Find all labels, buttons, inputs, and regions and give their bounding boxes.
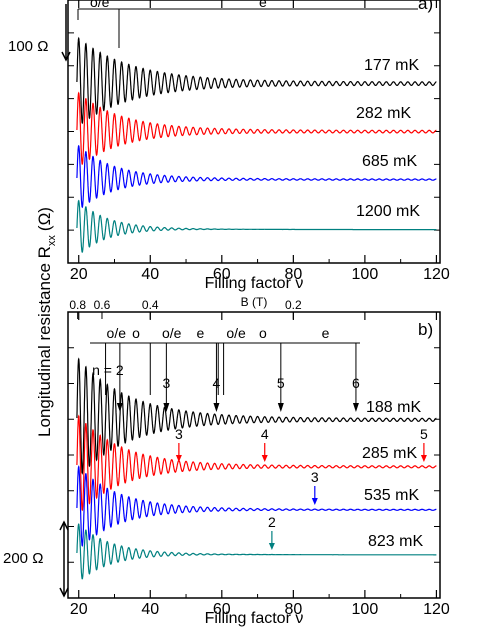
panel-b-xtick-label: 80 — [284, 601, 302, 618]
panel-a-series-label: 1200 mK — [356, 203, 420, 220]
panel-b-top-axis-label: B (T) — [241, 295, 268, 309]
panel-a-xtick-label: 120 — [423, 266, 450, 283]
panel-b-n-arrow-head — [116, 403, 123, 412]
panel-a-xtick-label: 40 — [141, 266, 159, 283]
panel-b-parity-label: o/e — [162, 325, 182, 341]
panel-b-top-tick-label: 0.2 — [285, 298, 302, 312]
panel-b-n-arrow-head — [163, 403, 170, 412]
panel-b-series-label: 188 mK — [366, 399, 421, 416]
panel-a-label: a) — [418, 0, 433, 13]
panel-a-x-ticks: 20 40 60 80 100 120 — [70, 0, 450, 283]
panel-b-xlabel: Filling factor ν — [205, 610, 304, 627]
panel-a-parity-e: e — [259, 0, 267, 10]
panel-a-parity-oe: o/e — [90, 0, 110, 10]
panel-b-xtick-label: 100 — [352, 601, 379, 618]
panel-b-colored-n-label: 2 — [268, 514, 276, 530]
panel-b-parity-label: o/e — [107, 325, 127, 341]
panel-b-series-label: 285 mK — [362, 445, 417, 462]
panel-b-series-2 — [76, 465, 437, 547]
panel-b-top-ticks: 0.8 0.6 0.4 0.2 — [69, 298, 302, 319]
panel-b-colored-n-label: 5 — [420, 426, 428, 442]
panel-b-series-0 — [76, 357, 437, 475]
panel-a-curves — [76, 36, 437, 253]
panel-b-parity-label: o/e — [226, 325, 246, 341]
panel-a-series-label: 177 mK — [364, 57, 419, 74]
panel-a-xtick-label: 60 — [213, 266, 231, 283]
panel-b-parity-label: o — [132, 325, 140, 341]
panel-b-xtick-label: 60 — [213, 601, 231, 618]
panel-b-top-tick-label: 0.6 — [94, 298, 111, 312]
panel-b-colored-n-label: 3 — [311, 469, 319, 485]
panel-a-series-0 — [76, 36, 437, 125]
panel-a-series-label: 282 mK — [356, 105, 411, 122]
panel-b-scale-label: 200 Ω — [3, 550, 43, 567]
panel-b-colored-n-label: 4 — [261, 426, 269, 442]
panel-b-series-3 — [76, 523, 437, 580]
panel-b-colored-arrow-head — [268, 543, 275, 550]
panel-a-y-ticks — [68, 32, 440, 231]
panel-b-colored-arrow-head — [311, 498, 318, 505]
panel-b-x-ticks: 20 40 60 80 100 120 — [70, 312, 450, 618]
panel-b-colored-n-label: 3 — [175, 426, 183, 442]
panel-a-scale-label: 100 Ω — [8, 38, 48, 55]
panel-b: 20 40 60 80 100 120 0.8 0.6 0.4 0.2 188 mK 285 mK… — [3, 295, 450, 627]
panel-a-series-3 — [76, 199, 437, 253]
panel-b-n-label: n = 2 — [92, 362, 124, 378]
panel-a: 20 40 60 80 100 120 177 mK 282 mK 685 mK 1200 mK… — [8, 0, 450, 292]
panel-b-series-label: 823 mK — [368, 533, 423, 550]
panel-b-xtick-label: 20 — [70, 601, 88, 618]
panel-b-n-label: 5 — [277, 375, 285, 391]
panel-b-label: b) — [418, 320, 433, 339]
panel-b-top-tick-label: 0.4 — [142, 298, 159, 312]
panel-b-y-ticks — [68, 347, 440, 563]
panel-a-series-1 — [76, 91, 437, 165]
panel-b-colored-arrow-head — [175, 455, 182, 462]
panel-a-labels: 177 mK 282 mK 685 mK 1200 mK — [356, 57, 420, 220]
panel-a-xtick-label: 20 — [70, 266, 88, 283]
panel-b-scale-bar-arrow-bottom — [59, 587, 69, 598]
panel-a-scale-bar-arrow — [61, 51, 71, 62]
panel-b-xtick-label: 120 — [423, 601, 450, 618]
panel-b-series-1 — [76, 414, 437, 512]
panel-b-series-label: 535 mK — [364, 487, 419, 504]
panel-b-labels: 188 mK 285 mK 535 mK 823 mK o/e o o/e e o/e o e n =… — [92, 325, 428, 550]
panel-b-n-label: 3 — [162, 375, 170, 391]
panel-b-n-arrow-head — [277, 403, 284, 412]
panel-b-xtick-label: 40 — [141, 601, 159, 618]
panel-a-series-2 — [76, 144, 437, 209]
panel-b-n-label: 6 — [352, 375, 360, 391]
panel-b-parity-label: e — [196, 325, 204, 341]
panel-a-xlabel: Filling factor ν — [205, 275, 304, 292]
panel-b-n-arrow-head — [352, 403, 359, 412]
panel-b-n-label: 4 — [213, 375, 221, 391]
panel-b-colored-arrow-head — [420, 455, 427, 462]
panel-b-parity-label: o — [259, 325, 267, 341]
y-axis-label: Longitudinal resistance Rxx(Ω) — [35, 207, 58, 437]
panel-b-n-arrow-head — [213, 403, 220, 412]
panel-a-xtick-label: 100 — [352, 266, 379, 283]
panel-b-top-tick-label: 0.8 — [69, 298, 86, 312]
panel-a-series-label: 685 mK — [362, 153, 417, 170]
panel-a-xtick-label: 80 — [284, 266, 302, 283]
panel-b-curves — [76, 357, 437, 580]
panel-b-scale-bar-arrow-top — [59, 520, 69, 531]
panel-b-parity-label: e — [322, 325, 330, 341]
panel-b-colored-arrow-head — [261, 455, 268, 462]
